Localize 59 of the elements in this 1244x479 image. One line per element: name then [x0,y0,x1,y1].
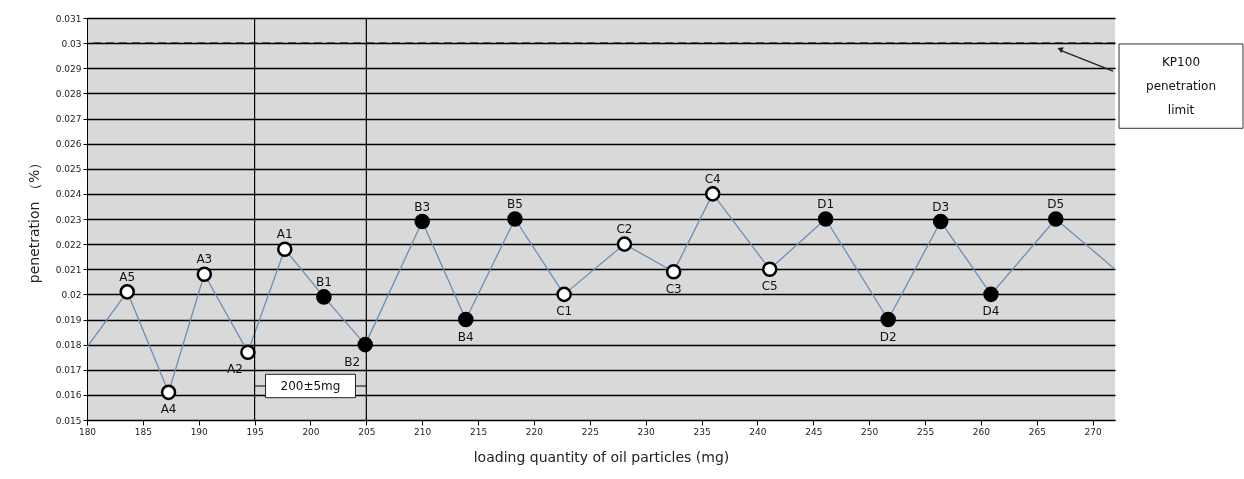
y-tick-label: 0.023 [55,214,82,225]
annotation: B1 [315,274,332,289]
x-tick-label: 225 [581,426,599,437]
y-tick-label: 0.028 [55,88,82,99]
y-tick-label: 0.031 [55,13,82,24]
annotation: D4 [982,304,1000,319]
annotation: D2 [879,329,897,344]
x-tick-label: 205 [358,426,376,437]
annotation: A4 [160,402,177,417]
annotation: A3 [196,252,213,267]
x-tick-label: 210 [414,426,432,437]
x-tick-label: 235 [693,426,711,437]
y-tick-label: 0.027 [55,114,82,124]
x-tick-label: 185 [134,426,152,437]
annotation: D1 [817,197,835,211]
ref-line-label: KP100 penetration limit [1146,55,1216,118]
y-tick-label: 0.021 [55,264,82,275]
annotation: C1 [556,304,573,319]
x-tick-label: 240 [749,426,767,437]
x-tick-label: 200 [302,426,320,437]
x-tick-label: 180 [78,426,97,437]
y-tick-label: 0.018 [55,340,82,351]
x-tick-label: 265 [1028,426,1046,437]
annotation: D3 [932,199,950,214]
annotation: B4 [457,329,474,344]
y-tick-label: 0.016 [55,390,82,401]
annotation: 200±5mg [280,379,341,393]
y-tick-label: 0.029 [55,63,82,74]
x-axis-title: loading quantity of oil particles (mg) [473,448,730,465]
x-tick-label: 190 [190,426,209,437]
annotation: B2 [344,354,361,369]
annotation: A5 [119,269,136,284]
x-tick-label: 270 [1084,426,1103,437]
y-tick-label: 0.03 [61,38,82,49]
y-tick-label: 0.022 [55,239,82,250]
x-tick-label: 245 [805,426,823,437]
x-tick-label: 195 [246,426,264,437]
x-tick-label: 220 [525,426,544,437]
x-tick-label: 230 [637,426,656,437]
x-tick-label: 250 [861,426,879,437]
y-tick-label: 0.019 [55,315,82,325]
annotation: C2 [616,222,633,237]
annotation: B3 [414,199,431,214]
y-tick-label: 0.026 [55,139,82,150]
annotation: A1 [276,227,293,242]
y-tick-label: 0.024 [55,189,82,200]
y-tick-label: 0.015 [55,415,82,426]
y-axis-title: penetration （%） [25,155,42,284]
y-tick-label: 0.02 [61,289,82,300]
annotation: D5 [1047,197,1065,211]
annotation: C3 [665,281,682,296]
x-tick-label: 255 [916,426,935,437]
x-tick-label: 260 [972,426,991,437]
annotation: C5 [761,279,778,294]
y-tick-label: 0.017 [55,365,82,376]
annotation: B5 [507,197,523,211]
x-tick-label: 215 [469,426,488,437]
annotation: C4 [704,171,721,186]
y-tick-label: 0.025 [55,164,82,175]
